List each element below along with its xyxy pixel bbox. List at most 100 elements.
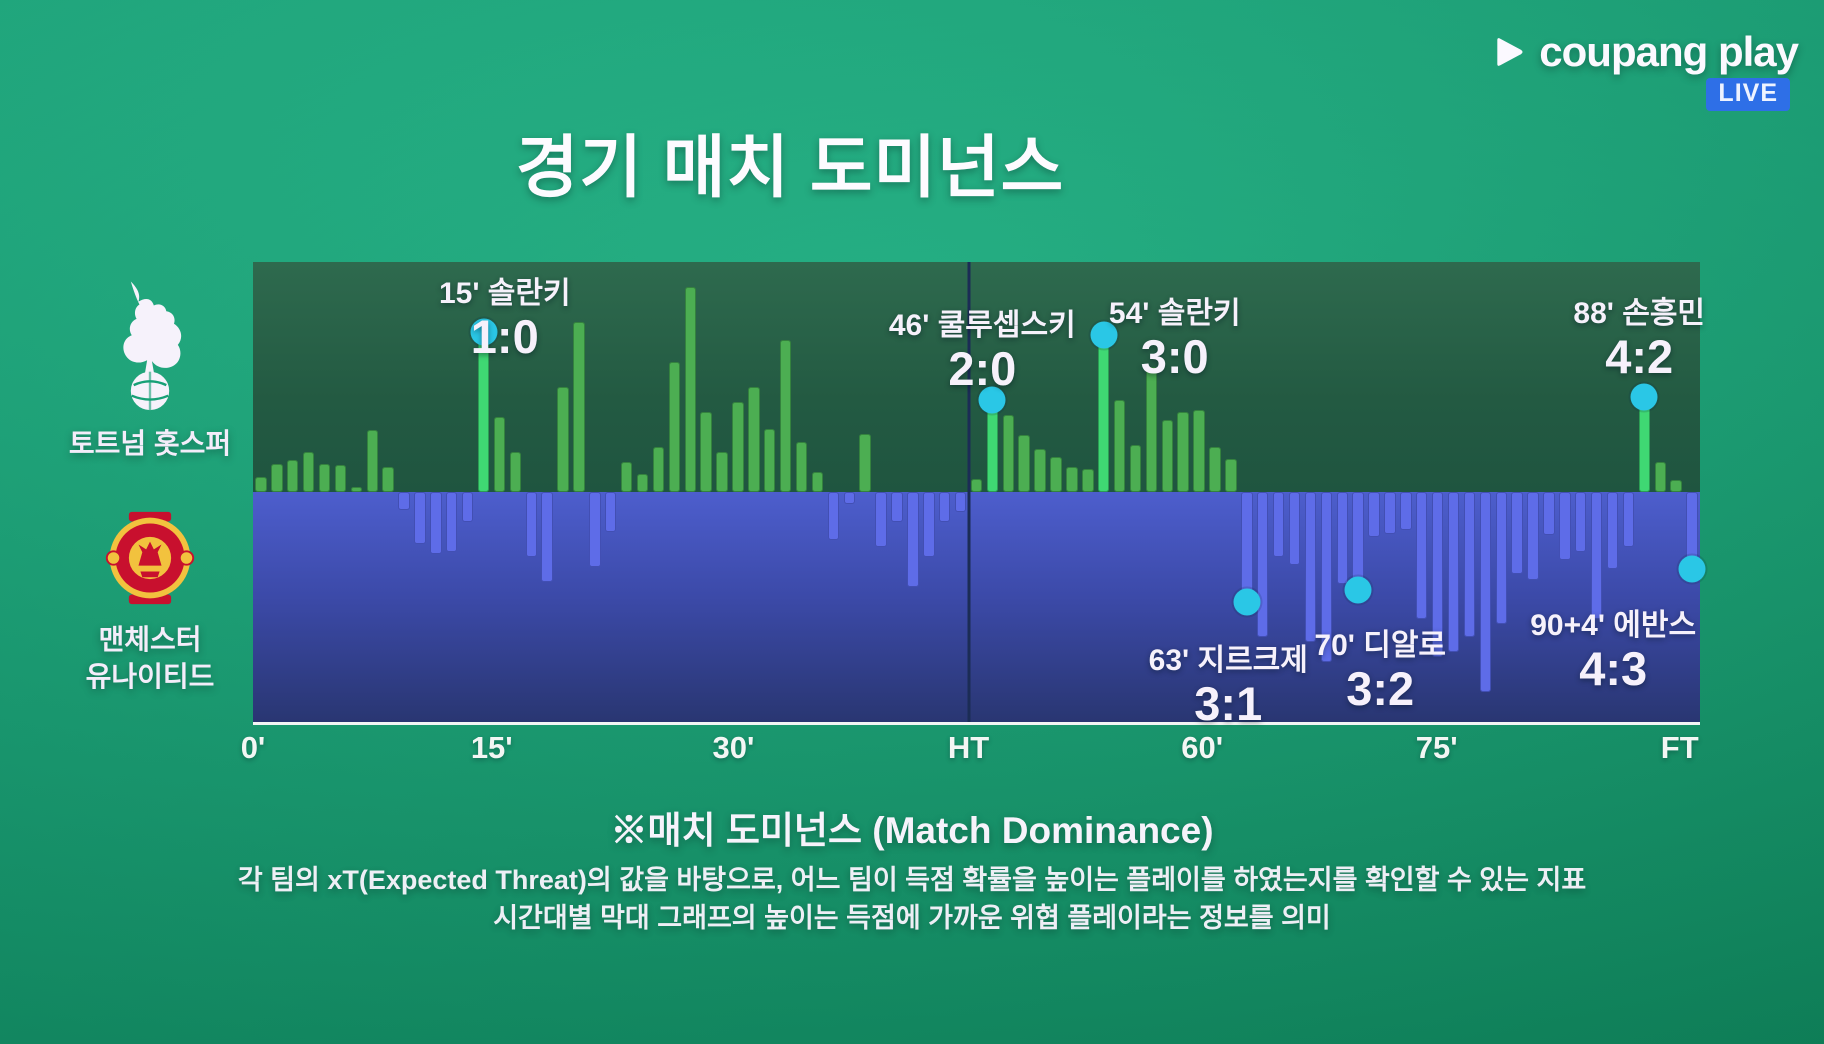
- xt-bar: [1575, 492, 1587, 552]
- xt-bar: [891, 492, 903, 522]
- xt-bar: [923, 492, 935, 557]
- goal-score: 2:0: [948, 342, 1017, 395]
- goal-dot: [1233, 588, 1261, 616]
- manutd-block: 맨체스터 유나이티드: [40, 508, 260, 695]
- goal-label: 90+4' 에반스: [1530, 609, 1697, 642]
- goal-score: 3:1: [1194, 677, 1263, 730]
- xt-bar: [589, 492, 601, 567]
- xt-bar: [318, 464, 331, 492]
- xt-bar: [652, 447, 665, 492]
- xt-bar: [1018, 435, 1030, 492]
- manutd-label: 맨체스터 유나이티드: [85, 624, 215, 692]
- goal-label: 46' 쿨루셉스키: [888, 309, 1076, 342]
- xt-bar: [525, 492, 537, 557]
- tottenham-label: 토트넘 홋스퍼: [68, 428, 232, 459]
- xt-bar: [1320, 492, 1333, 662]
- xt-bar: [1431, 492, 1444, 657]
- xt-bar: [1479, 492, 1492, 692]
- goal-score: 1:0: [470, 310, 539, 363]
- goal-label: 54' 솔란키: [1108, 297, 1241, 330]
- goal-score: 4:3: [1579, 642, 1648, 695]
- goal-dot: [1678, 555, 1706, 583]
- goal-annotation: 15' 솔란키 1:0: [439, 268, 571, 361]
- halftime-divider: [967, 262, 971, 722]
- goal-annotation: 90+4' 에반스 4:3: [1530, 600, 1696, 693]
- goal-annotation: 70' 디알로 3:2: [1314, 620, 1446, 713]
- footer-heading: ※매치 도미넌스 (Match Dominance): [610, 810, 1214, 851]
- brand: coupang play LIVE: [1489, 28, 1799, 111]
- xt-bar: [1495, 492, 1507, 624]
- xt-bar: [271, 464, 283, 492]
- time-axis: 0' 15' 30' HT 60' 75' FT: [241, 730, 1700, 780]
- xt-bar: [541, 492, 553, 582]
- xt-bar: [1304, 492, 1317, 642]
- xt-bar: [1654, 462, 1666, 492]
- goal-dot: [978, 386, 1006, 414]
- xt-bar: [1559, 492, 1571, 560]
- play-icon: [1489, 33, 1527, 71]
- xt-bar: [1129, 445, 1142, 492]
- goal-dot: [1344, 576, 1372, 604]
- xt-bar: [1288, 492, 1301, 565]
- xt-bar: [1543, 492, 1555, 535]
- xt-bar: [1511, 492, 1523, 574]
- xt-bar: [716, 452, 728, 492]
- xt-bar: [1209, 447, 1221, 492]
- xt-bar: [287, 460, 299, 492]
- xt-bar: [811, 472, 824, 492]
- xt-bar: [461, 492, 474, 522]
- xt-bar: [700, 412, 712, 492]
- xt-bar: [1384, 492, 1396, 534]
- xt-bar: [1606, 492, 1619, 569]
- xt-bar: [1082, 469, 1094, 492]
- xt-bar: [1225, 459, 1237, 492]
- xt-bar: [509, 452, 522, 492]
- xt-bar: [605, 492, 617, 532]
- xt-bar: [1161, 420, 1174, 492]
- axis-label: 15': [470, 730, 513, 765]
- page-title: 경기 매치 도미넌스: [515, 130, 1065, 206]
- team-panel: 토트넘 홋스퍼 맨체스터 유나이티드: [40, 270, 260, 695]
- xt-bar: [573, 322, 585, 492]
- xt-bar: [1638, 397, 1651, 492]
- xt-bar: [1416, 492, 1428, 619]
- xt-bar: [1670, 480, 1682, 492]
- xt-bar: [843, 492, 855, 504]
- goal-score: 3:2: [1346, 662, 1415, 715]
- goal-label: 88' 손흥민: [1573, 297, 1706, 330]
- xt-bar: [446, 492, 458, 552]
- xt-bar: [1050, 457, 1062, 492]
- axis-label: HT: [947, 730, 990, 765]
- xt-bar: [1622, 492, 1635, 547]
- footer-line1: 각 팀의 xT(Expected Threat)의 값을 바탕으로, 어느 팀이…: [237, 865, 1587, 895]
- axis-label: 0': [240, 730, 266, 765]
- xt-bar: [1686, 492, 1698, 569]
- goal-dot: [1630, 383, 1658, 411]
- man-utd-logo: [105, 512, 195, 605]
- goal-label: 63' 지르크제: [1148, 644, 1308, 677]
- xt-bar: [684, 287, 696, 492]
- xt-bar: [620, 462, 633, 492]
- xt-bar: [1447, 492, 1460, 652]
- xt-bar: [1272, 492, 1285, 557]
- xt-bar: [1177, 412, 1189, 492]
- xt-bar: [334, 465, 347, 492]
- footer-line2: 시간대별 막대 그래프의 높이는 득점에 가까운 위협 플레이라는 정보를 의미: [493, 903, 1331, 934]
- xt-bar: [430, 492, 442, 554]
- xt-bar: [764, 429, 776, 492]
- footer: ※매치 도미넌스 (Match Dominance) 각 팀의 xT(Expec…: [0, 800, 1824, 937]
- xt-bar: [827, 492, 840, 540]
- xt-bar: [1527, 492, 1539, 580]
- xt-bar: [1336, 492, 1348, 584]
- xt-bar: [1145, 367, 1158, 492]
- xt-bar: [795, 442, 808, 492]
- xt-bar: [732, 402, 744, 492]
- xt-bar: [859, 434, 871, 492]
- xt-bar: [907, 492, 919, 587]
- xt-bar: [1590, 492, 1603, 619]
- goal-score: 4:2: [1605, 330, 1674, 383]
- xt-bar: [875, 492, 887, 547]
- xt-bar: [398, 492, 410, 510]
- goal-dot: [470, 318, 498, 346]
